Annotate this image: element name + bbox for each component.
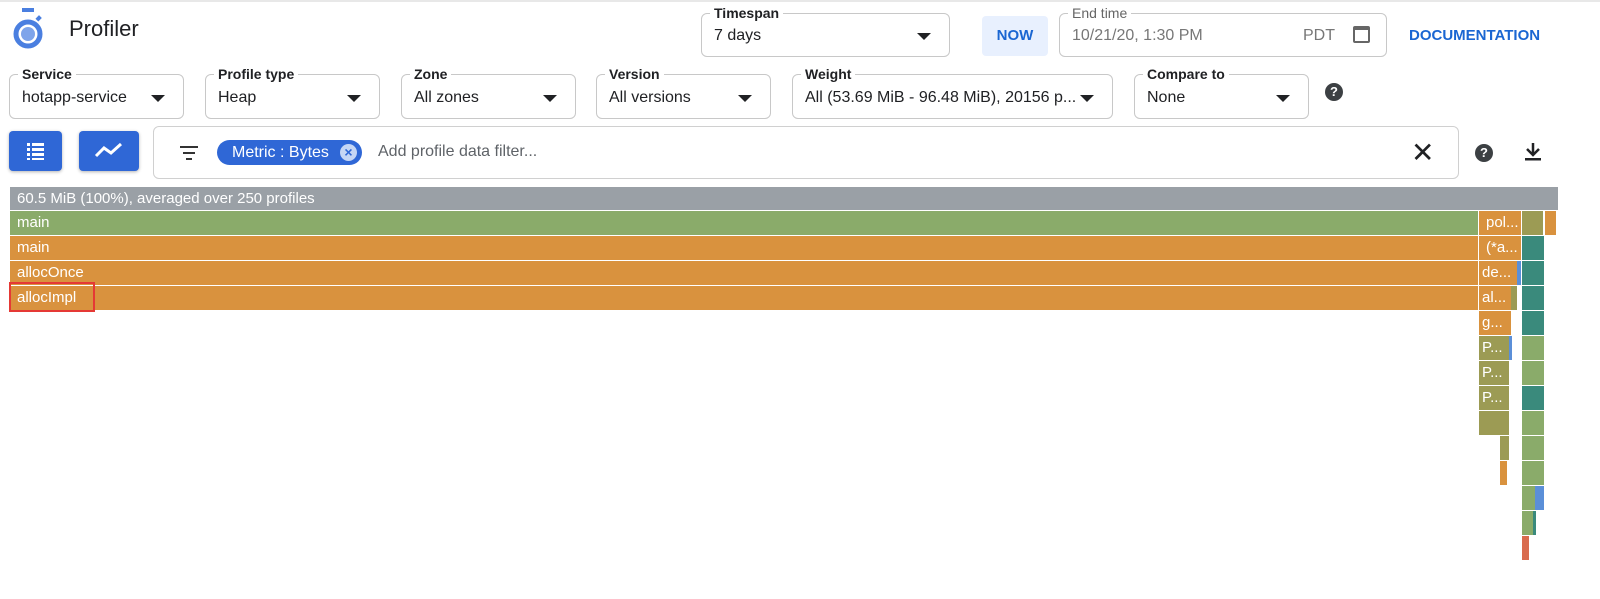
end-time-field[interactable]: End time 10/21/20, 1:30 PM PDT <box>1059 5 1387 57</box>
metric-chip[interactable]: Metric : Bytes × <box>217 140 362 165</box>
flame-frame[interactable] <box>1545 211 1556 235</box>
metric-chip-label: Metric : Bytes <box>232 144 329 161</box>
flame-frame[interactable] <box>1522 261 1544 285</box>
flame-frame[interactable]: de... <box>1479 261 1517 285</box>
flame-frame[interactable] <box>1509 336 1512 360</box>
version-value: All versions <box>609 89 691 106</box>
timespan-select[interactable]: Timespan 7 days <box>701 5 950 57</box>
end-time-value: 10/21/20, 1:30 PM <box>1072 27 1203 44</box>
zone-value: All zones <box>414 89 479 106</box>
flame-frame[interactable] <box>1535 486 1544 510</box>
profile-type-label: Profile type <box>214 66 299 82</box>
weight-value: All (53.69 MiB - 96.48 MiB), 20156 p... <box>805 89 1077 106</box>
flame-frame[interactable]: g... <box>1479 311 1511 335</box>
filter-icon[interactable] <box>180 145 200 161</box>
list-view-button[interactable] <box>9 131 62 171</box>
filter-input[interactable]: Add profile data filter... <box>378 143 538 160</box>
page-title: Profiler <box>69 16 139 41</box>
flame-frame[interactable]: (*a... <box>1479 236 1521 260</box>
chevron-down-icon <box>347 95 361 102</box>
help-icon[interactable]: ? <box>1475 144 1493 162</box>
clear-filter-icon[interactable]: ✕ <box>1411 137 1435 168</box>
flame-frame[interactable]: main <box>10 236 1478 260</box>
chevron-down-icon <box>738 95 752 102</box>
service-select[interactable]: Service hotapp-service <box>9 66 184 119</box>
flame-frame[interactable] <box>1522 436 1544 460</box>
zone-select[interactable]: Zone All zones <box>401 66 576 119</box>
flame-frame[interactable] <box>1522 336 1544 360</box>
version-select[interactable]: Version All versions <box>596 66 771 119</box>
profile-type-value: Heap <box>218 89 257 106</box>
compare-to-value: None <box>1147 89 1186 106</box>
flame-frame[interactable]: P... <box>1479 361 1509 385</box>
list-icon <box>27 143 44 160</box>
chevron-down-icon <box>917 33 931 40</box>
version-label: Version <box>605 66 664 82</box>
chevron-down-icon <box>1080 95 1094 102</box>
flame-frame[interactable] <box>1522 211 1543 235</box>
chip-remove-icon[interactable]: × <box>340 144 357 161</box>
zone-label: Zone <box>410 66 452 82</box>
chevron-down-icon <box>151 95 165 102</box>
trend-view-button[interactable] <box>79 131 139 171</box>
chevron-down-icon <box>543 95 557 102</box>
flame-frame[interactable]: P... <box>1479 336 1509 360</box>
download-icon[interactable] <box>1524 142 1542 162</box>
flame-frame[interactable] <box>1522 286 1544 310</box>
highlight-box <box>9 282 95 312</box>
profiler-logo-icon <box>12 8 44 50</box>
flame-frame[interactable] <box>1522 361 1544 385</box>
flame-frame[interactable] <box>1500 411 1509 435</box>
flame-frame[interactable] <box>1500 461 1507 485</box>
compare-to-select[interactable]: Compare to None <box>1134 66 1309 119</box>
flame-frame[interactable] <box>1522 386 1544 410</box>
flame-frame[interactable]: allocImpl <box>10 286 1478 310</box>
flame-frame[interactable]: allocOnce <box>10 261 1478 285</box>
flame-frame[interactable]: al... <box>1479 286 1511 310</box>
flame-frame[interactable] <box>1522 236 1544 260</box>
flame-frame[interactable] <box>1522 461 1544 485</box>
weight-select[interactable]: Weight All (53.69 MiB - 96.48 MiB), 20156… <box>792 66 1113 119</box>
timezone: PDT <box>1303 27 1335 44</box>
compare-to-label: Compare to <box>1143 66 1229 82</box>
service-value: hotapp-service <box>22 89 127 106</box>
flame-frame[interactable] <box>1522 486 1535 510</box>
flame-frame[interactable] <box>1517 261 1521 285</box>
flame-frame[interactable] <box>1522 311 1544 335</box>
flame-frame[interactable] <box>1500 436 1509 460</box>
flame-frame[interactable]: P... <box>1479 386 1509 410</box>
weight-label: Weight <box>801 66 856 82</box>
flame-frame[interactable] <box>1522 511 1533 535</box>
now-button[interactable]: NOW <box>982 16 1048 56</box>
timespan-label: Timespan <box>710 5 784 21</box>
flame-frame[interactable] <box>1533 511 1536 535</box>
help-icon[interactable]: ? <box>1325 83 1343 101</box>
flame-frame[interactable]: pol... <box>1479 211 1521 235</box>
flame-root-frame[interactable]: 60.5 MiB (100%), averaged over 250 profi… <box>10 187 1558 210</box>
chevron-down-icon <box>1276 95 1290 102</box>
timespan-value: 7 days <box>714 27 762 44</box>
flame-frame[interactable] <box>1479 411 1500 435</box>
flame-frame[interactable]: main <box>10 211 1478 235</box>
profile-type-select[interactable]: Profile type Heap <box>205 66 380 119</box>
flame-frame[interactable] <box>1511 286 1517 310</box>
flame-frame[interactable] <box>1522 411 1544 435</box>
filter-bar: Metric : Bytes × Add profile data filter… <box>153 126 1459 179</box>
calendar-icon[interactable] <box>1353 26 1370 43</box>
documentation-link[interactable]: DOCUMENTATION <box>1409 27 1541 44</box>
line-chart-icon <box>94 142 123 158</box>
end-time-label: End time <box>1068 5 1132 21</box>
service-label: Service <box>18 66 76 82</box>
flame-frame[interactable] <box>1522 536 1529 560</box>
